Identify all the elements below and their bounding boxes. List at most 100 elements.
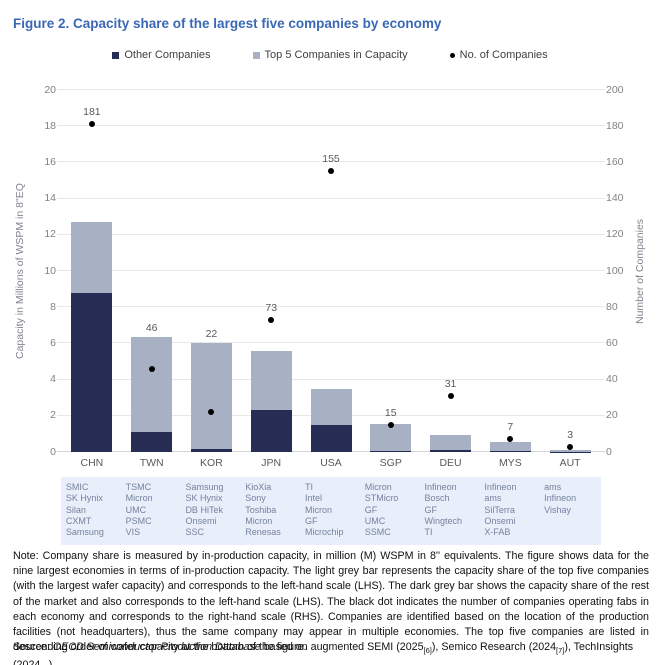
source-database-name: OECD Semiconductor Production Database [52,641,261,653]
source-ref-subscript: [6] [423,646,432,656]
source-text: ), TechInsights (2024 [13,641,634,665]
bar-top5-JPN [250,350,292,411]
company-name: SK Hynix [185,493,223,504]
company-box-DEU: Infineon Bosch GF Wingtech TI [419,477,482,545]
left-tick-18: 18 [44,119,56,132]
right-tick-160: 160 [606,155,624,168]
company-name: UMC [364,515,386,526]
left-tick-10: 10 [44,264,56,277]
company-name: GF [364,504,378,515]
company-name: Samsung [185,482,224,492]
legend-item-1: Top 5 Companies in Capacity [252,49,408,61]
company-name: Silan [65,504,86,515]
left-tick-14: 14 [44,192,56,205]
gridline [57,233,605,235]
category-label-MYS: MYS [498,457,522,469]
bar-top5-SGP [370,423,412,452]
figure-note: Note: Company share is measured by in-pr… [13,550,649,654]
company-name: Micron [305,504,333,515]
company-name: Microchip [305,527,344,538]
company-box-CHN: SMIC SK Hynix Silan CXMT Samsung [60,477,123,545]
category-label-SGP: SGP [379,457,402,469]
companies-count-label-TWN: 46 [145,322,158,335]
right-tick-20: 20 [606,409,618,422]
companies-count-label-MYS: 7 [507,421,514,434]
company-name: Onsemi [484,515,516,526]
company-name: TI [305,482,313,492]
company-name: Infineon [484,482,517,492]
left-tick-0: 0 [50,445,56,458]
left-tick-20: 20 [44,83,56,96]
companies-dot-DEU [447,392,454,399]
gridline [57,125,605,127]
right-tick-100: 100 [606,264,624,277]
company-name: Samsung [65,527,104,538]
companies-count-label-CHN: 181 [83,106,101,119]
category-label-AUT: AUT [559,457,581,469]
plot-area: 181 46 22 73 155 15 31 7 3 [57,89,605,452]
company-name: Sony [245,493,266,504]
source-text: Source: [13,641,53,653]
companies-dot-SGP [387,421,394,428]
company-name: VIS [125,527,141,538]
gridline [57,197,605,199]
bar-top5-USA [310,388,352,425]
category-label-JPN: JPN [261,457,282,469]
company-name: STMicro [364,493,399,504]
company-name: SilTerra [484,504,515,515]
bar-top5-CHN [71,222,113,293]
company-name: Renesas [245,527,281,538]
companies-count-label-KOR: 22 [205,328,218,341]
company-box-MYS: Infineon ams SilTerra Onsemi X-FAB [479,477,542,545]
bar-top5-DEU [430,434,472,451]
companies-count-label-AUT: 3 [567,428,574,441]
company-name: Toshiba [245,504,277,515]
company-name: Onsemi [185,515,217,526]
gridline [57,89,605,90]
company-name: Wingtech [424,515,463,526]
company-name: GF [424,504,438,515]
chart-legend: Other Companies Top 5 Companies in Capaci… [0,49,660,61]
left-tick-6: 6 [50,336,56,349]
gridline [57,306,605,308]
category-label-TWN: TWN [139,457,164,469]
company-box-USA: TI Intel Micron GF Microchip [300,477,362,545]
company-name: GF [305,515,318,526]
right-tick-120: 120 [606,228,624,241]
legend-item-0: Other Companies [112,49,211,61]
company-name: SMIC [65,482,89,492]
category-axis: CHN TWN KOR JPN USA SGP DEU MYS AUT [62,457,600,471]
company-name: Bosch [424,493,450,504]
company-name: Infineon [544,493,577,504]
company-name: UMC [125,504,147,515]
companies-dot-MYS [507,436,514,443]
legend-marker-dot [449,52,455,58]
right-tick-80: 80 [606,300,618,313]
company-name: TSMC [125,482,152,492]
companies-dot-TWN [148,365,155,372]
company-name: TI [424,527,433,538]
left-tick-2: 2 [50,409,56,422]
right-tick-140: 140 [606,192,624,205]
legend-marker-square [112,51,120,59]
bar-top5-AUT [549,449,591,452]
company-name: Micron [364,482,392,492]
company-box-JPN: KioXia Sony Toshiba Micron Renesas [240,477,303,545]
company-name: SSC [185,527,204,538]
gridline [57,270,605,271]
companies-count-label-DEU: 31 [444,377,457,390]
company-name: ams [484,493,502,504]
bar-other-USA [310,424,352,452]
left-tick-12: 12 [44,228,56,241]
right-tick-0: 0 [606,445,612,458]
company-name: SSMC [364,527,391,538]
companies-count-label-JPN: 73 [265,301,278,314]
top5-company-lists: SMIC SK Hynix Silan CXMT Samsung TSMC Micron UM… [60,477,602,545]
company-name: ams [544,482,562,492]
bar-other-DEU [430,450,472,452]
company-box-KOR: Samsung SK Hynix DB HiTek Onsemi SSC [180,477,243,545]
source-text: based on augmented SEMI (2025 [260,641,424,653]
figure-source: Source: OECD Semiconductor Production Da… [13,640,649,665]
gridline [57,342,605,344]
